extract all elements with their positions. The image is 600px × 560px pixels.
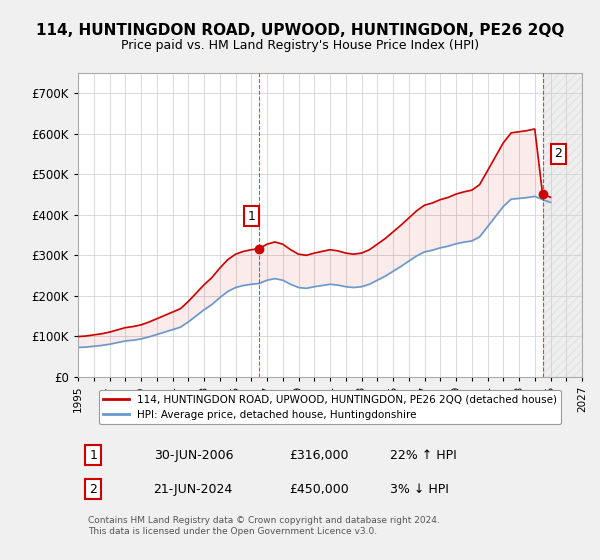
Text: 3% ↓ HPI: 3% ↓ HPI xyxy=(391,483,449,496)
Text: 2: 2 xyxy=(554,147,562,160)
Text: 1: 1 xyxy=(247,209,255,223)
Text: 21-JUN-2024: 21-JUN-2024 xyxy=(154,483,233,496)
Bar xyxy=(542,73,582,377)
Text: 114, HUNTINGDON ROAD, UPWOOD, HUNTINGDON, PE26 2QQ: 114, HUNTINGDON ROAD, UPWOOD, HUNTINGDON… xyxy=(36,24,564,38)
Text: 1: 1 xyxy=(89,449,97,461)
Legend: 114, HUNTINGDON ROAD, UPWOOD, HUNTINGDON, PE26 2QQ (detached house), HPI: Averag: 114, HUNTINGDON ROAD, UPWOOD, HUNTINGDON… xyxy=(98,390,562,424)
Text: Contains HM Land Registry data © Crown copyright and database right 2024.
This d: Contains HM Land Registry data © Crown c… xyxy=(88,516,440,536)
Text: 22% ↑ HPI: 22% ↑ HPI xyxy=(391,449,457,461)
Text: £316,000: £316,000 xyxy=(290,449,349,461)
Text: 2: 2 xyxy=(89,483,97,496)
Text: Price paid vs. HM Land Registry's House Price Index (HPI): Price paid vs. HM Land Registry's House … xyxy=(121,39,479,53)
Text: £450,000: £450,000 xyxy=(290,483,349,496)
Text: 30-JUN-2006: 30-JUN-2006 xyxy=(154,449,233,461)
